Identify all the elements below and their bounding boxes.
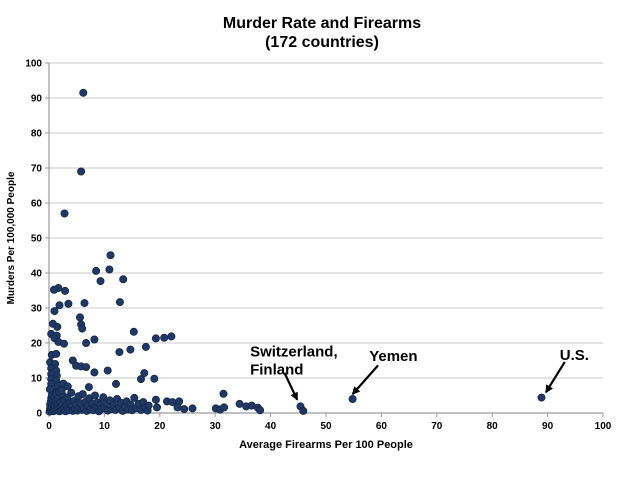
data-points — [45, 88, 546, 416]
y-tick-label: 10 — [31, 374, 43, 385]
data-point — [140, 369, 149, 378]
x-tick-label: 40 — [265, 421, 277, 432]
chart-title: Murder Rate and Firearms — [223, 15, 421, 32]
data-point — [91, 391, 100, 400]
data-point — [151, 395, 160, 404]
y-axis-title: Murders Per 100,000 People — [6, 171, 17, 304]
annotation-arrow-yemen — [351, 364, 379, 395]
x-tick-label: 60 — [376, 421, 388, 432]
annotations: Switzerland, Finland Yemen U.S. — [250, 343, 589, 401]
data-point — [105, 265, 114, 274]
data-point — [348, 394, 357, 403]
y-tick-label: 70 — [31, 164, 43, 175]
data-point — [219, 389, 228, 398]
x-tick-label: 80 — [487, 421, 499, 432]
data-point — [79, 88, 88, 97]
x-tick-label: 0 — [46, 421, 52, 432]
y-tick-label: 50 — [31, 234, 43, 245]
annotation-arrow-switzerland-finland — [283, 372, 299, 401]
data-point — [82, 338, 91, 347]
data-point — [53, 322, 62, 331]
x-tick-label: 100 — [595, 421, 612, 432]
data-point — [256, 406, 265, 415]
x-tick-label: 10 — [99, 421, 111, 432]
data-point — [67, 388, 76, 397]
data-point — [160, 333, 169, 342]
data-point — [55, 301, 64, 310]
data-point — [52, 349, 61, 358]
data-point — [235, 399, 244, 408]
data-point — [78, 324, 87, 333]
data-point — [76, 313, 85, 322]
data-point — [60, 209, 69, 218]
data-point — [77, 167, 86, 176]
y-tick-label: 100 — [25, 59, 42, 70]
data-point — [130, 393, 139, 402]
annotation-label-yemen: Yemen — [369, 348, 417, 365]
data-point — [63, 382, 72, 391]
data-point — [115, 348, 124, 357]
data-point — [126, 345, 135, 354]
data-point — [50, 307, 59, 316]
data-point — [299, 406, 308, 415]
data-point — [57, 386, 66, 395]
data-point — [537, 393, 546, 402]
data-point — [80, 299, 89, 308]
data-point — [103, 366, 112, 375]
y-tick-label: 0 — [36, 409, 42, 420]
data-point — [106, 251, 115, 260]
data-point — [112, 379, 121, 388]
data-point — [180, 405, 189, 414]
x-tick-label: 30 — [210, 421, 222, 432]
chart-subtitle: (172 countries) — [265, 34, 379, 51]
x-tick-label: 70 — [431, 421, 443, 432]
y-tick-label: 40 — [31, 269, 43, 280]
data-point — [45, 385, 54, 394]
x-tick-label: 90 — [542, 421, 554, 432]
data-point — [152, 403, 161, 412]
annotation-label-us: U.S. — [560, 347, 589, 364]
y-tick-label: 60 — [31, 199, 43, 210]
y-tick-label: 30 — [31, 304, 43, 315]
data-point — [90, 368, 99, 377]
data-point — [60, 339, 69, 348]
data-point — [115, 298, 124, 307]
data-point — [151, 334, 160, 343]
data-point — [90, 335, 99, 344]
gridlines — [49, 62, 603, 379]
data-point — [136, 375, 145, 384]
data-point — [78, 390, 87, 399]
data-point — [167, 332, 176, 341]
x-tick-label: 50 — [320, 421, 332, 432]
data-point — [96, 277, 105, 286]
data-point — [220, 403, 229, 412]
x-tick-label: 20 — [154, 421, 166, 432]
data-point — [119, 275, 128, 284]
data-point — [141, 342, 150, 351]
x-axis-title: Average Firearms Per 100 People — [239, 439, 413, 451]
data-point — [82, 363, 91, 372]
data-point — [61, 286, 70, 295]
data-point — [84, 383, 93, 392]
annotation-arrow-us — [545, 361, 566, 394]
y-tick-label: 20 — [31, 339, 43, 350]
annotation-label-switzerland-finland: Switzerland, Finland — [250, 343, 338, 378]
data-point — [144, 401, 153, 410]
data-point — [188, 404, 197, 413]
tick-labels: 0 10 20 30 40 50 60 70 80 90 100 0 10 20 30 40 50 60 70 80 9… — [25, 59, 611, 433]
data-point — [175, 397, 184, 406]
data-point — [129, 327, 138, 336]
data-point — [64, 299, 73, 308]
data-point — [50, 285, 59, 294]
y-tick-label: 80 — [31, 129, 43, 140]
y-tick-label: 90 — [31, 94, 43, 105]
data-point — [150, 374, 159, 383]
data-point — [92, 266, 101, 275]
